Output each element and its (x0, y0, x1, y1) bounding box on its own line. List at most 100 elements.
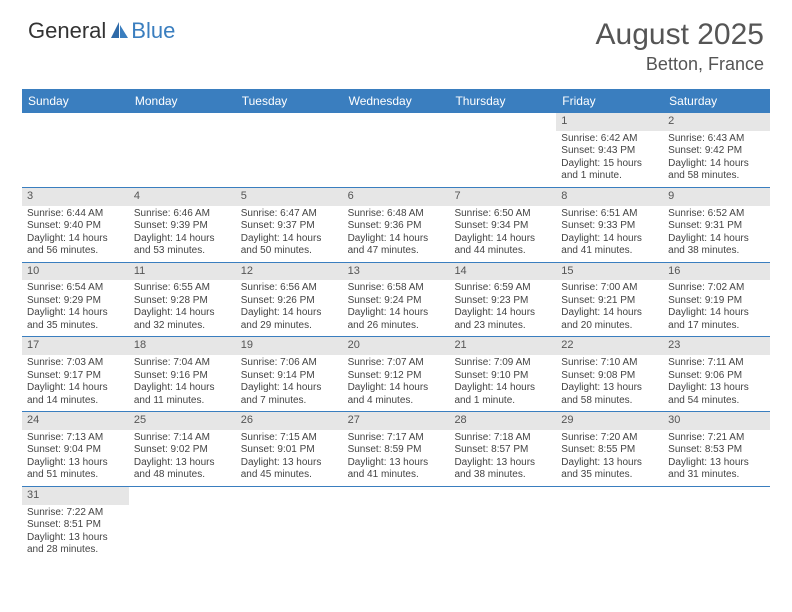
day-sr: Sunrise: 6:56 AM (236, 282, 343, 295)
day-sr: Sunrise: 6:48 AM (343, 208, 450, 221)
day-sr: Sunrise: 7:03 AM (22, 357, 129, 370)
day-dl1: Daylight: 14 hours (236, 382, 343, 395)
day-number: 31 (22, 487, 129, 505)
day-dl2: and 38 minutes. (449, 469, 556, 482)
day-ss: Sunset: 9:26 PM (236, 295, 343, 308)
day-ss: Sunset: 9:42 PM (663, 145, 770, 158)
day-dl2: and 4 minutes. (343, 395, 450, 408)
day-number: 3 (22, 188, 129, 206)
day-ss: Sunset: 8:53 PM (663, 444, 770, 457)
day-dl1: Daylight: 13 hours (22, 532, 129, 545)
day-number: 20 (343, 337, 450, 355)
day-7: 7Sunrise: 6:50 AMSunset: 9:34 PMDaylight… (449, 188, 556, 262)
day-number: 22 (556, 337, 663, 355)
day-empty (22, 113, 129, 187)
day-number: 4 (129, 188, 236, 206)
day-dl2: and 45 minutes. (236, 469, 343, 482)
logo-text-1: General (28, 18, 106, 44)
day-sr: Sunrise: 7:18 AM (449, 432, 556, 445)
day-number: 12 (236, 263, 343, 281)
day-sr: Sunrise: 7:13 AM (22, 432, 129, 445)
day-number: 6 (343, 188, 450, 206)
day-dl1: Daylight: 13 hours (556, 382, 663, 395)
day-dl1: Daylight: 15 hours (556, 158, 663, 171)
day-16: 16Sunrise: 7:02 AMSunset: 9:19 PMDayligh… (663, 263, 770, 337)
day-sr: Sunrise: 6:51 AM (556, 208, 663, 221)
day-30: 30Sunrise: 7:21 AMSunset: 8:53 PMDayligh… (663, 412, 770, 486)
day-number: 23 (663, 337, 770, 355)
day-dl2: and 32 minutes. (129, 320, 236, 333)
day-sr: Sunrise: 7:10 AM (556, 357, 663, 370)
day-dl2: and 1 minute. (449, 395, 556, 408)
day-ss: Sunset: 9:06 PM (663, 370, 770, 383)
day-sr: Sunrise: 7:09 AM (449, 357, 556, 370)
day-29: 29Sunrise: 7:20 AMSunset: 8:55 PMDayligh… (556, 412, 663, 486)
day-ss: Sunset: 9:12 PM (343, 370, 450, 383)
day-empty (343, 113, 450, 187)
day-number: 16 (663, 263, 770, 281)
day-sr: Sunrise: 7:22 AM (22, 507, 129, 520)
day-dl2: and 29 minutes. (236, 320, 343, 333)
day-ss: Sunset: 9:29 PM (22, 295, 129, 308)
day-ss: Sunset: 9:21 PM (556, 295, 663, 308)
day-dl2: and 41 minutes. (343, 469, 450, 482)
day-dl1: Daylight: 14 hours (449, 233, 556, 246)
day-ss: Sunset: 9:39 PM (129, 220, 236, 233)
day-number: 13 (343, 263, 450, 281)
day-ss: Sunset: 8:55 PM (556, 444, 663, 457)
day-6: 6Sunrise: 6:48 AMSunset: 9:36 PMDaylight… (343, 188, 450, 262)
day-dl1: Daylight: 14 hours (449, 307, 556, 320)
day-13: 13Sunrise: 6:58 AMSunset: 9:24 PMDayligh… (343, 263, 450, 337)
day-sr: Sunrise: 6:50 AM (449, 208, 556, 221)
day-dl2: and 51 minutes. (22, 469, 129, 482)
day-number: 25 (129, 412, 236, 430)
day-25: 25Sunrise: 7:14 AMSunset: 9:02 PMDayligh… (129, 412, 236, 486)
day-dl2: and 20 minutes. (556, 320, 663, 333)
day-17: 17Sunrise: 7:03 AMSunset: 9:17 PMDayligh… (22, 337, 129, 411)
day-ss: Sunset: 8:57 PM (449, 444, 556, 457)
day-number: 24 (22, 412, 129, 430)
day-dl1: Daylight: 13 hours (22, 457, 129, 470)
sail-icon (108, 20, 130, 42)
day-number: 7 (449, 188, 556, 206)
day-dl1: Daylight: 14 hours (663, 233, 770, 246)
day-sr: Sunrise: 6:46 AM (129, 208, 236, 221)
day-dl2: and 58 minutes. (556, 395, 663, 408)
day-ss: Sunset: 9:33 PM (556, 220, 663, 233)
day-dl2: and 54 minutes. (663, 395, 770, 408)
day-ss: Sunset: 9:16 PM (129, 370, 236, 383)
day-dl1: Daylight: 14 hours (449, 382, 556, 395)
day-number: 28 (449, 412, 556, 430)
day-number: 21 (449, 337, 556, 355)
day-sr: Sunrise: 7:20 AM (556, 432, 663, 445)
day-8: 8Sunrise: 6:51 AMSunset: 9:33 PMDaylight… (556, 188, 663, 262)
day-dl2: and 28 minutes. (22, 544, 129, 557)
day-sr: Sunrise: 7:15 AM (236, 432, 343, 445)
day-sr: Sunrise: 6:59 AM (449, 282, 556, 295)
day-ss: Sunset: 9:31 PM (663, 220, 770, 233)
week-row: 24Sunrise: 7:13 AMSunset: 9:04 PMDayligh… (22, 412, 770, 487)
day-empty (236, 487, 343, 561)
day-empty (129, 113, 236, 187)
day-empty (343, 487, 450, 561)
day-sr: Sunrise: 7:06 AM (236, 357, 343, 370)
day-number: 5 (236, 188, 343, 206)
day-dl1: Daylight: 14 hours (129, 233, 236, 246)
day-sr: Sunrise: 7:17 AM (343, 432, 450, 445)
day-number: 14 (449, 263, 556, 281)
dow-monday: Monday (129, 89, 236, 113)
day-dl1: Daylight: 14 hours (556, 233, 663, 246)
day-dl2: and 58 minutes. (663, 170, 770, 183)
day-21: 21Sunrise: 7:09 AMSunset: 9:10 PMDayligh… (449, 337, 556, 411)
day-4: 4 Sunrise: 6:46 AMSunset: 9:39 PMDaylight… (129, 188, 236, 262)
day-dl2: and 44 minutes. (449, 245, 556, 258)
day-ss: Sunset: 9:19 PM (663, 295, 770, 308)
day-ss: Sunset: 9:40 PM (22, 220, 129, 233)
week-row: 17Sunrise: 7:03 AMSunset: 9:17 PMDayligh… (22, 337, 770, 412)
day-dl1: Daylight: 13 hours (129, 457, 236, 470)
day-dl2: and 41 minutes. (556, 245, 663, 258)
day-dl2: and 50 minutes. (236, 245, 343, 258)
day-11: 11Sunrise: 6:55 AMSunset: 9:28 PMDayligh… (129, 263, 236, 337)
day-number: 9 (663, 188, 770, 206)
day-sr: Sunrise: 7:21 AM (663, 432, 770, 445)
